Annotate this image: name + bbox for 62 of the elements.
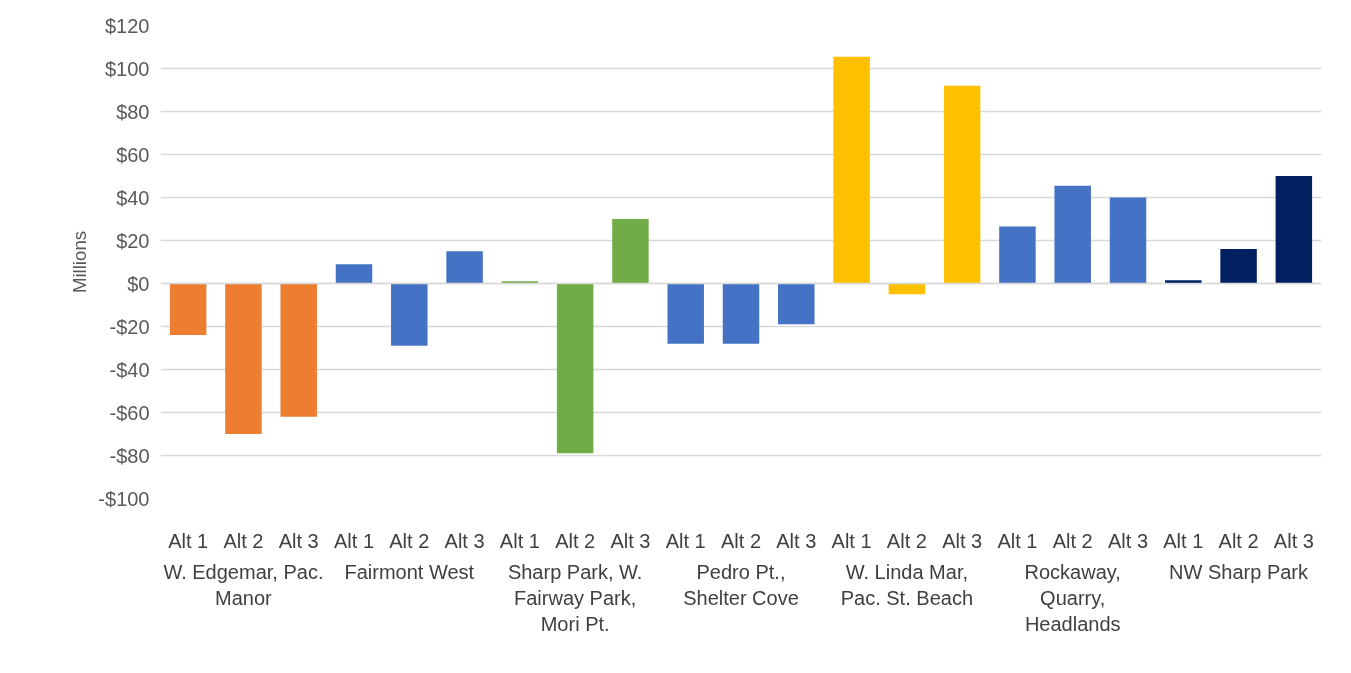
y-tick-label: $0 xyxy=(127,272,150,295)
text: Pedro Pt., Shelter Cove xyxy=(683,560,799,609)
text: Rockaway, Quarry, Headlands xyxy=(1024,560,1121,636)
x-tick-label: Alt 1 xyxy=(997,529,1038,552)
bar xyxy=(335,264,373,284)
y-tick-label: $80 xyxy=(116,100,150,123)
y-tick-label: $20 xyxy=(116,229,150,252)
x-tick-label: Alt 3 xyxy=(1273,529,1314,552)
x-tick-label: Alt 3 xyxy=(776,529,817,552)
text: Sharp Park, W. Fairway Park, Mori Pt. xyxy=(507,560,643,636)
x-tick-label: Alt 3 xyxy=(278,529,319,552)
bar xyxy=(1275,176,1313,284)
bar xyxy=(888,283,926,295)
bar xyxy=(1165,280,1202,284)
x-tick-label: Alt 3 xyxy=(610,529,651,552)
y-tick-label: -$80 xyxy=(109,444,150,467)
bar xyxy=(1220,249,1257,284)
bar xyxy=(280,283,317,417)
bar xyxy=(943,85,981,284)
text: Fairmont West xyxy=(344,560,475,583)
x-tick-label: Alt 1 xyxy=(831,529,872,552)
bar xyxy=(169,283,207,336)
x-tick-label: Alt 2 xyxy=(223,529,264,552)
bar xyxy=(446,251,483,284)
bar xyxy=(556,283,594,454)
y-tick-label: $120 xyxy=(105,14,150,37)
x-tick-label: Alt 2 xyxy=(886,529,927,552)
y-tick-label: -$20 xyxy=(109,315,150,338)
y-tick-label: -$40 xyxy=(109,358,150,381)
bar xyxy=(225,283,262,434)
x-tick-label: Alt 1 xyxy=(499,529,540,552)
bar xyxy=(1054,185,1091,284)
x-tick-label: Alt 2 xyxy=(555,529,596,552)
y-tick-label: $40 xyxy=(116,186,150,209)
x-tick-label: Alt 1 xyxy=(665,529,706,552)
bar xyxy=(501,281,539,284)
bar xyxy=(1109,197,1147,284)
y-tick-label: -$100 xyxy=(98,487,150,510)
x-tick-label: Alt 3 xyxy=(444,529,485,552)
y-axis-title: Millions xyxy=(69,230,91,294)
bar xyxy=(778,283,815,325)
text: W. Edgemar, Pac. Manor xyxy=(163,560,324,609)
bar xyxy=(612,219,649,284)
bar xyxy=(833,56,870,284)
y-tick-label: -$60 xyxy=(109,401,150,424)
x-tick-label: Alt 1 xyxy=(333,529,375,552)
text: W. Linda Mar, Pac. St. Beach xyxy=(840,560,974,609)
x-tick-label: Alt 2 xyxy=(720,529,762,552)
text: NW Sharp Park xyxy=(1169,560,1310,583)
x-tick-label: Alt 1 xyxy=(1163,529,1204,552)
x-tick-label: Alt 3 xyxy=(942,529,983,552)
bar xyxy=(722,283,760,344)
y-tick-label: $60 xyxy=(116,143,150,166)
bar xyxy=(667,283,704,344)
y-tick-label: $100 xyxy=(105,57,150,80)
x-tick-label: Alt 2 xyxy=(389,529,430,552)
bar xyxy=(999,226,1036,284)
bar xyxy=(391,283,428,346)
x-tick-label: Alt 1 xyxy=(168,529,209,552)
x-tick-label: Alt 2 xyxy=(1218,529,1259,552)
x-tick-label: Alt 3 xyxy=(1107,529,1149,552)
x-tick-label: Alt 2 xyxy=(1052,529,1093,552)
